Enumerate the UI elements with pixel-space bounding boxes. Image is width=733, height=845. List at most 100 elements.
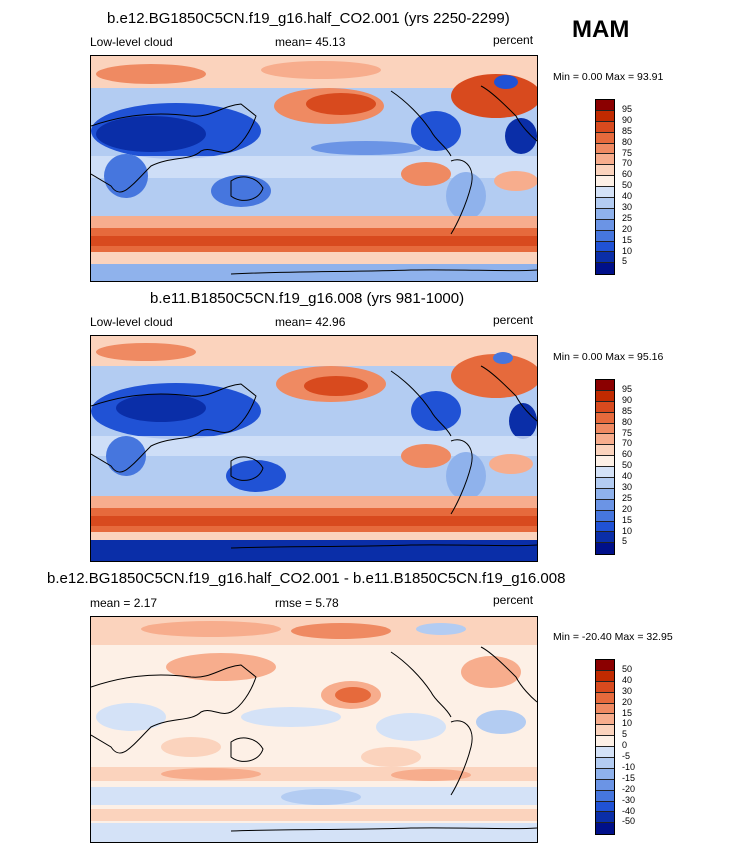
panel-3-swatch bbox=[596, 790, 614, 802]
panel-1-swatch bbox=[596, 219, 614, 231]
panel-3-level-label: -50 bbox=[622, 816, 636, 827]
panel-1-swatch bbox=[596, 187, 614, 199]
panel-3-swatch bbox=[596, 660, 614, 671]
panel-2-swatch bbox=[596, 467, 614, 479]
panel-3-level-label: -5 bbox=[622, 751, 631, 762]
panel-3-mean-label: mean = 2.17 bbox=[90, 596, 158, 610]
panel-2-mean-label: mean= 42.96 bbox=[275, 315, 346, 329]
panel-2-level-label: 15 bbox=[622, 514, 633, 525]
panel-3-units-label: percent bbox=[493, 593, 534, 607]
panel-3-level-label: 5 bbox=[622, 729, 628, 740]
panel-2-map bbox=[90, 335, 538, 562]
panel-2-level-label: 10 bbox=[622, 525, 633, 536]
panel-2-swatch bbox=[596, 499, 614, 511]
panel-1-level-label: 95 bbox=[622, 104, 633, 114]
panel-1-swatch bbox=[596, 132, 614, 144]
panel-1-level-label: 50 bbox=[622, 180, 633, 191]
panel-3-level-label: -10 bbox=[622, 762, 636, 773]
panel-3-title: b.e12.BG1850C5CN.f19_g16.half_CO2.001 - … bbox=[47, 570, 566, 587]
panel-1-swatch bbox=[596, 165, 614, 177]
panel-2-colorbar bbox=[595, 379, 615, 556]
panel-1-swatch bbox=[596, 241, 614, 253]
panel-1-left-label: Low-level cloud bbox=[90, 35, 173, 49]
panel-3-swatch bbox=[596, 812, 614, 824]
panel-2-level-label: 85 bbox=[622, 405, 633, 416]
panel-1-level-label: 15 bbox=[622, 234, 633, 245]
panel-3-level-label: 10 bbox=[622, 718, 633, 729]
panel-2-level-label: 95 bbox=[622, 384, 633, 394]
panel-1-colorbar bbox=[595, 99, 615, 276]
panel-3-swatch bbox=[596, 758, 614, 769]
panel-1-level-label: 30 bbox=[622, 202, 633, 213]
panel-1-swatch bbox=[596, 154, 614, 166]
panel-3-swatch bbox=[596, 768, 614, 780]
panel-3-level-label: 40 bbox=[622, 674, 633, 685]
panel-3-level-label: 15 bbox=[622, 707, 633, 718]
panel-2-swatch bbox=[596, 380, 614, 391]
panel-1-level-label: 80 bbox=[622, 136, 633, 147]
panel-2-swatch bbox=[596, 478, 614, 489]
panel-3-swatch bbox=[596, 681, 614, 693]
panel-2-minmax: Min = 0.00 Max = 95.16 bbox=[553, 351, 664, 363]
panel-2-swatch bbox=[596, 390, 614, 402]
panel-2-level-label: 70 bbox=[622, 438, 633, 449]
panel-2-swatch bbox=[596, 423, 614, 435]
panel-2-map-field bbox=[91, 336, 537, 561]
panel-1-swatch bbox=[596, 143, 614, 155]
panel-2-level-label: 50 bbox=[622, 460, 633, 471]
panel-3-level-label: 0 bbox=[622, 740, 628, 751]
panel-1-colorbar-labels: 95 90 85 80 75 70 60 50 40 30 25 20 15 1… bbox=[622, 104, 632, 267]
panel-3-swatch bbox=[596, 714, 614, 726]
panel-3-swatch bbox=[596, 801, 614, 813]
panel-1-map bbox=[90, 55, 538, 282]
panel-2-swatch bbox=[596, 401, 614, 413]
panel-1-title: b.e12.BG1850C5CN.f19_g16.half_CO2.001 (y… bbox=[107, 10, 510, 27]
panel-2-swatch bbox=[596, 510, 614, 522]
season-label: MAM bbox=[572, 16, 630, 43]
panel-1-level-label: 10 bbox=[622, 245, 633, 256]
panel-1-swatch bbox=[596, 198, 614, 209]
panel-2-swatch bbox=[596, 532, 614, 544]
panel-3-rmse-label: rmse = 5.78 bbox=[275, 596, 339, 610]
panel-2-swatch bbox=[596, 521, 614, 533]
panel-3-level-label: -30 bbox=[622, 794, 636, 805]
panel-3-colorbar bbox=[595, 659, 615, 836]
panel-3-map bbox=[90, 616, 538, 843]
panel-2-swatch bbox=[596, 445, 614, 457]
panel-3-swatch bbox=[596, 747, 614, 759]
panel-1-swatch bbox=[596, 121, 614, 133]
panel-2-level-label: 30 bbox=[622, 482, 633, 493]
panel-2-swatch bbox=[596, 412, 614, 424]
panel-1-level-label: 60 bbox=[622, 169, 633, 180]
panel-3-minmax: Min = -20.40 Max = 32.95 bbox=[553, 631, 673, 643]
panel-1-swatch bbox=[596, 176, 614, 188]
panel-1-minmax: Min = 0.00 Max = 93.91 bbox=[553, 71, 664, 83]
panel-3-swatch bbox=[596, 703, 614, 715]
panel-3-level-label: -20 bbox=[622, 783, 636, 794]
panel-2-swatch bbox=[596, 543, 614, 555]
panel-2-swatch bbox=[596, 434, 614, 446]
panel-3-colorbar-labels: 50 40 30 20 15 10 5 0 -5 -10 -15 -20 -30… bbox=[622, 664, 635, 827]
panel-2-level-label: 80 bbox=[622, 416, 633, 427]
panel-2-level-label: 90 bbox=[622, 394, 633, 405]
panel-2-units-label: percent bbox=[493, 313, 534, 327]
panel-1-level-label: 85 bbox=[622, 125, 633, 136]
panel-1-level-label: 5 bbox=[622, 256, 628, 267]
panel-3-level-label: 30 bbox=[622, 685, 633, 696]
panel-1-level-label: 20 bbox=[622, 223, 633, 234]
panel-1-swatch bbox=[596, 208, 614, 220]
panel-3-map-field bbox=[91, 617, 537, 842]
panel-1-level-label: 40 bbox=[622, 191, 633, 202]
panel-1-level-label: 90 bbox=[622, 114, 633, 125]
panel-2-level-label: 20 bbox=[622, 503, 633, 514]
panel-1-level-label: 70 bbox=[622, 158, 633, 169]
panel-3-swatch bbox=[596, 779, 614, 791]
panel-2-level-label: 60 bbox=[622, 449, 633, 460]
panel-3-swatch bbox=[596, 670, 614, 682]
panel-2-level-label: 40 bbox=[622, 471, 633, 482]
panel-3-level-label: 50 bbox=[622, 664, 633, 674]
panel-2-colorbar-labels: 95 90 85 80 75 70 60 50 40 30 25 20 15 1… bbox=[622, 384, 632, 547]
panel-1-level-label: 25 bbox=[622, 212, 633, 223]
panel-2-swatch bbox=[596, 488, 614, 500]
panel-1-swatch bbox=[596, 252, 614, 264]
